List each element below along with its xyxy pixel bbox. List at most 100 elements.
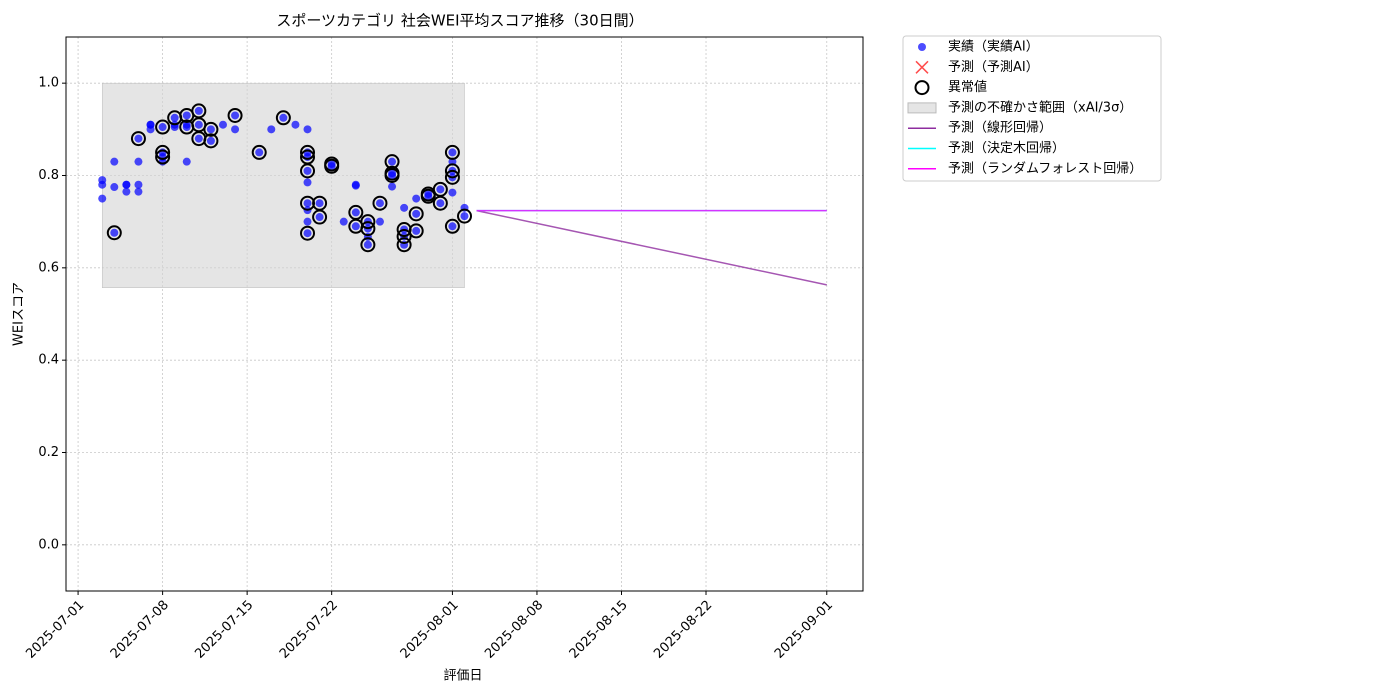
actual-point xyxy=(255,148,264,157)
actual-point xyxy=(218,120,227,129)
actual-point xyxy=(146,125,155,134)
anomaly-ring xyxy=(251,144,267,160)
actual-point xyxy=(98,194,107,203)
anomaly-ring xyxy=(312,209,328,225)
legend-swatch xyxy=(915,60,929,74)
anomaly-ring xyxy=(360,221,376,237)
x-axis-label: 評価日 xyxy=(443,669,482,684)
actual-point xyxy=(134,157,143,166)
actual-point xyxy=(448,148,457,157)
anomaly-ring xyxy=(408,223,424,239)
legend-label: 予測（ランダムフォレスト回帰） xyxy=(948,160,1142,176)
anomaly-ring xyxy=(300,163,316,179)
anomaly-ring xyxy=(444,169,460,185)
actual-point xyxy=(231,111,240,120)
actual-point xyxy=(315,199,324,208)
legend-swatch xyxy=(914,80,930,96)
x-tick-label: 2025-08-01 xyxy=(398,598,462,662)
actual-point xyxy=(134,134,143,143)
anomaly-ring xyxy=(444,218,460,234)
actual-point xyxy=(412,194,421,203)
actual-point xyxy=(182,157,191,166)
anomaly-ring xyxy=(203,121,219,137)
legend-label: 予測（決定木回帰） xyxy=(948,140,1065,156)
actual-point xyxy=(182,120,191,129)
actual-point xyxy=(206,125,215,134)
anomaly-ring xyxy=(372,195,388,211)
actual-point xyxy=(351,208,360,217)
x-tick-label: 2025-07-08 xyxy=(108,598,172,662)
actual-point xyxy=(134,187,143,196)
anomaly-ring xyxy=(360,214,376,230)
actual-point xyxy=(375,199,384,208)
actual-point xyxy=(412,226,421,235)
anomaly-ring xyxy=(203,133,219,149)
actual-point xyxy=(110,183,119,192)
actual-point xyxy=(436,185,445,194)
anomaly-ring xyxy=(300,144,316,160)
actual-point xyxy=(448,188,457,197)
anomaly-ring xyxy=(227,107,243,123)
actual-point xyxy=(351,181,360,190)
y-tick-label: 1.0 xyxy=(38,76,59,91)
actual-point xyxy=(303,229,312,238)
actual-point xyxy=(303,199,312,208)
actual-point xyxy=(110,157,119,166)
y-tick-label: 0.2 xyxy=(38,445,59,460)
actual-point xyxy=(412,209,421,218)
actual-point xyxy=(122,180,131,189)
anomaly-ring xyxy=(155,119,171,135)
actual-point xyxy=(448,157,457,166)
anomaly-ring xyxy=(300,225,316,241)
actual-point xyxy=(303,166,312,175)
anomaly-ring xyxy=(444,144,460,160)
legend-label: 異常値 xyxy=(948,79,987,95)
anomaly-ring xyxy=(396,237,412,253)
actual-point xyxy=(339,217,348,226)
actual-point xyxy=(291,120,300,129)
x-tick-label: 2025-07-01 xyxy=(23,598,87,662)
anomaly-ring xyxy=(396,228,412,244)
actual-point xyxy=(388,171,397,180)
actual-point xyxy=(134,180,143,189)
actual-point xyxy=(388,157,397,166)
anomaly-ring xyxy=(106,225,122,241)
legend-label: 実績（実績AI） xyxy=(948,39,1039,55)
anomaly-ring xyxy=(155,149,171,165)
actual-point xyxy=(400,203,409,212)
actual-point xyxy=(158,123,167,132)
x-tick-label: 2025-08-22 xyxy=(651,598,715,662)
actual-point xyxy=(206,136,215,145)
actual-point xyxy=(363,240,372,249)
actual-point xyxy=(303,125,312,134)
anomaly-ring xyxy=(275,110,291,126)
chart-title: スポーツカテゴリ 社会WEI平均スコア推移（30日間） xyxy=(276,12,643,30)
actual-point xyxy=(267,125,276,134)
x-tick-label: 2025-07-22 xyxy=(277,598,341,662)
actual-point xyxy=(460,212,469,221)
anomaly-ring xyxy=(444,163,460,179)
actual-point xyxy=(424,189,433,198)
actual-point xyxy=(327,162,336,171)
actual-point xyxy=(303,217,312,226)
anomaly-ring xyxy=(155,144,171,160)
anomaly-ring xyxy=(432,181,448,197)
actual-point xyxy=(351,222,360,231)
anomaly-ring xyxy=(384,168,400,183)
legend-label: 予測（予測AI） xyxy=(948,60,1039,75)
actual-point xyxy=(303,178,312,187)
actual-point xyxy=(375,217,384,226)
y-tick-label: 0.4 xyxy=(38,353,59,368)
x-tick-label: 2025-07-15 xyxy=(192,598,256,662)
legend-label: 予測（線形回帰） xyxy=(948,120,1052,136)
x-tick-label: 2025-09-01 xyxy=(772,598,836,662)
y-axis-label: WEIスコア xyxy=(12,282,27,346)
legend-label: 予測の不確かさ範囲（xAI/3σ） xyxy=(948,99,1132,115)
actual-point xyxy=(231,125,240,134)
x-tick-label: 2025-08-08 xyxy=(482,598,546,662)
legend-swatch xyxy=(907,102,937,114)
legend-swatch xyxy=(918,43,926,51)
legend-box xyxy=(902,35,1162,182)
actual-point xyxy=(182,111,191,120)
actual-point xyxy=(110,228,119,237)
